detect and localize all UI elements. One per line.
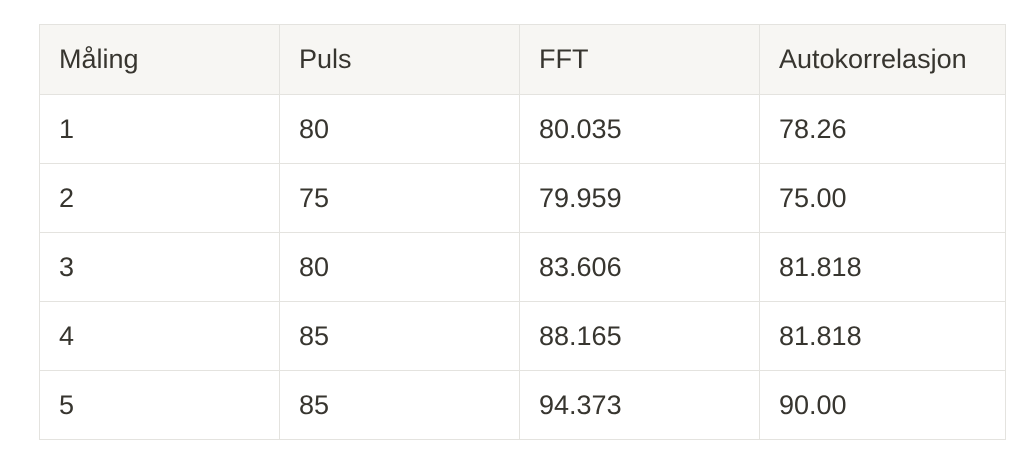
cell-autokorrelasjon: 81.818	[759, 301, 1006, 371]
cell-fft: 79.959	[519, 163, 760, 233]
cell-puls: 80	[279, 232, 520, 302]
table-row: 4 85 88.165 81.818	[39, 301, 1006, 371]
header-autokorrelasjon: Autokorrelasjon	[759, 24, 1006, 95]
cell-fft: 80.035	[519, 94, 760, 164]
cell-puls: 80	[279, 94, 520, 164]
data-table: Måling Puls FFT Autokorrelasjon 1 80 80.…	[39, 24, 1006, 440]
cell-maling: 3	[39, 232, 280, 302]
cell-autokorrelasjon: 81.818	[759, 232, 1006, 302]
cell-autokorrelasjon: 90.00	[759, 370, 1006, 440]
cell-puls: 85	[279, 301, 520, 371]
table-header-row: Måling Puls FFT Autokorrelasjon	[39, 24, 1006, 95]
cell-maling: 2	[39, 163, 280, 233]
cell-maling: 4	[39, 301, 280, 371]
table-row: 3 80 83.606 81.818	[39, 232, 1006, 302]
cell-autokorrelasjon: 78.26	[759, 94, 1006, 164]
cell-puls: 75	[279, 163, 520, 233]
cell-puls: 85	[279, 370, 520, 440]
table-row: 5 85 94.373 90.00	[39, 370, 1006, 440]
table-row: 2 75 79.959 75.00	[39, 163, 1006, 233]
cell-fft: 88.165	[519, 301, 760, 371]
cell-maling: 1	[39, 94, 280, 164]
header-puls: Puls	[279, 24, 520, 95]
cell-fft: 94.373	[519, 370, 760, 440]
data-table-container: Måling Puls FFT Autokorrelasjon 1 80 80.…	[39, 24, 1006, 440]
table-row: 1 80 80.035 78.26	[39, 94, 1006, 164]
header-fft: FFT	[519, 24, 760, 95]
cell-maling: 5	[39, 370, 280, 440]
header-maling: Måling	[39, 24, 280, 95]
cell-autokorrelasjon: 75.00	[759, 163, 1006, 233]
cell-fft: 83.606	[519, 232, 760, 302]
